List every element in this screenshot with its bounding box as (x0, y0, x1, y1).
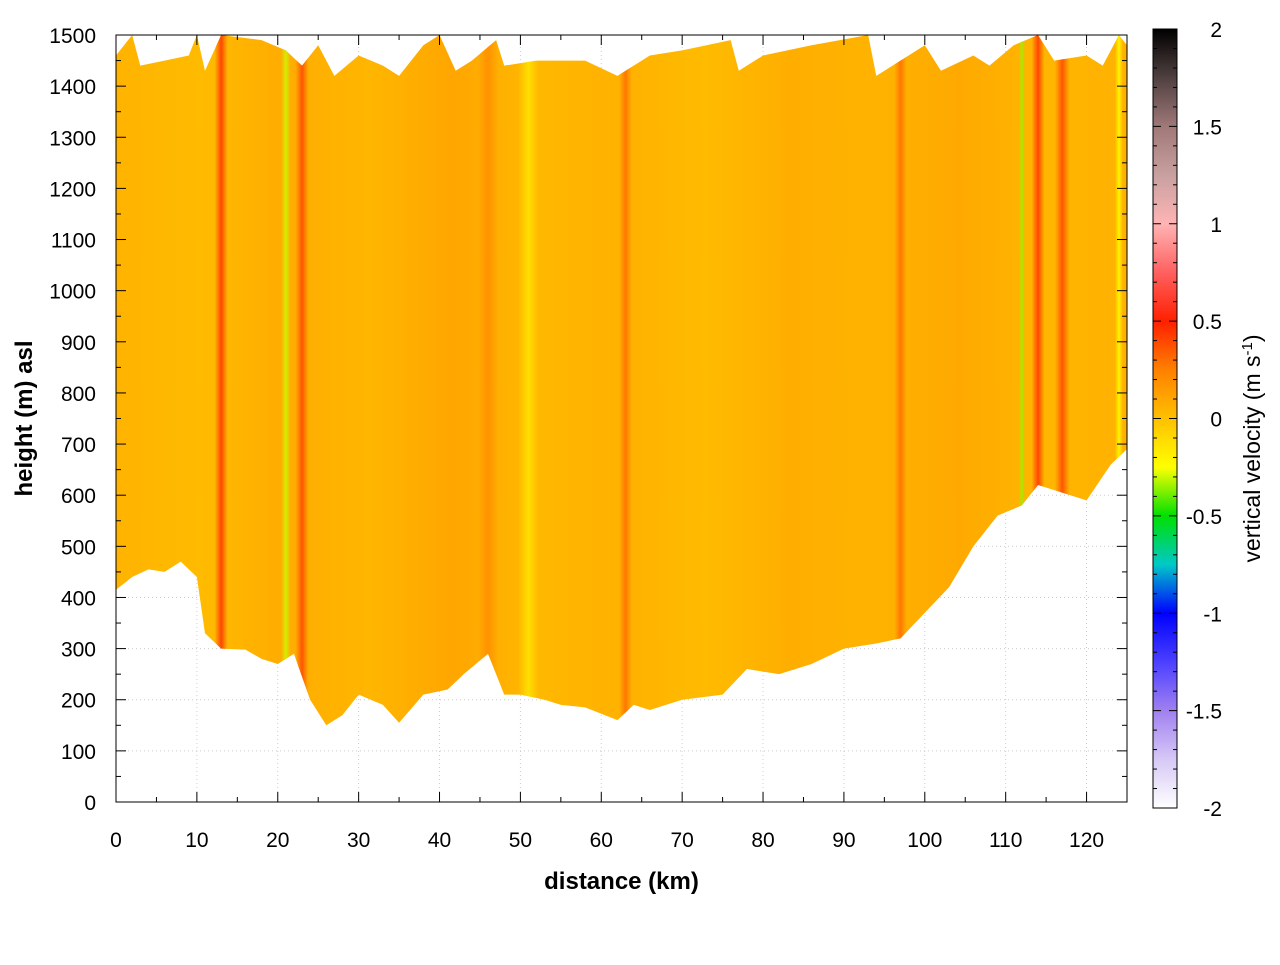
field-streak (1114, 35, 1123, 726)
field-streak (1031, 35, 1045, 726)
y-tick-label: 500 (61, 536, 96, 559)
field-streak (1055, 35, 1070, 726)
field-streak (295, 35, 309, 726)
y-tick-label: 400 (61, 587, 96, 610)
x-tick-label: 40 (428, 829, 451, 852)
x-tick-label: 100 (907, 829, 942, 852)
y-tick-label: 1300 (49, 127, 96, 150)
y-tick-label: 200 (61, 690, 96, 713)
colorbar-tick-label: -2 (1203, 798, 1222, 821)
colorbar-title-end: ) (1239, 334, 1265, 342)
x-tick-label: 120 (1069, 829, 1104, 852)
colorbar-tick-label: -0.5 (1186, 506, 1222, 529)
y-axis-title: height (m) asl (11, 340, 38, 496)
colorbar-title-exponent: -1 (1239, 342, 1256, 355)
colorbar-tick-label: 1.5 (1193, 116, 1222, 139)
y-tick-label: 700 (61, 434, 96, 457)
colorbar-tick-label: 0.5 (1193, 311, 1222, 334)
y-tick-label: 1100 (51, 230, 96, 253)
y-tick-label: 300 (61, 639, 96, 662)
colorbar-tick-label: -1.5 (1186, 701, 1222, 724)
colorbar-title: vertical velocity (m s-1) (1239, 334, 1266, 562)
field-streak (619, 35, 632, 726)
y-tick-label: 1200 (49, 178, 96, 201)
x-tick-label: 0 (110, 829, 122, 852)
velocity-field (116, 35, 1127, 726)
x-tick-label: 110 (989, 829, 1022, 852)
colorbar-tick-label: 2 (1210, 19, 1222, 42)
x-axis-title: distance (km) (544, 868, 699, 895)
colorbar-tick-label: 0 (1210, 409, 1222, 432)
colorbar-tick-label: -1 (1203, 603, 1222, 626)
x-tick-label: 50 (509, 829, 532, 852)
y-tick-label: 800 (61, 383, 96, 406)
x-tick-label: 60 (590, 829, 613, 852)
x-tick-label: 30 (347, 829, 370, 852)
x-tick-label: 90 (832, 829, 855, 852)
y-tick-label: 1000 (49, 281, 96, 304)
y-tick-label: 100 (61, 741, 96, 764)
y-tick-label: 0 (84, 792, 96, 815)
y-tick-label: 600 (61, 485, 96, 508)
x-tick-label: 20 (266, 829, 289, 852)
colorbar-tick-label: 1 (1210, 214, 1222, 237)
y-tick-label: 900 (61, 332, 96, 355)
field-streak (280, 35, 291, 726)
x-axis-ticks: 0 10 20 30 40 50 60 70 80 90 100 110 120 (110, 35, 1104, 852)
y-tick-label: 1400 (49, 76, 96, 99)
x-tick-label: 70 (670, 829, 693, 852)
field-streak (477, 35, 499, 726)
colorbar-title-main: vertical velocity (m s (1239, 355, 1265, 562)
field-streak (894, 35, 907, 726)
y-tick-label: 1500 (49, 25, 96, 48)
colorbar-ticks: 2 1.5 1 0.5 0 -0.5 -1 -1.5 -2 (1153, 19, 1222, 821)
x-tick-label: 80 (751, 829, 774, 852)
field-streak (1018, 35, 1026, 726)
y-axis-ticks: 0 100 200 300 400 500 600 700 800 900 1000 1100 1200… (49, 25, 1127, 815)
field-streak (518, 35, 539, 726)
field-streak (214, 35, 228, 726)
x-tick-label: 10 (185, 829, 208, 852)
